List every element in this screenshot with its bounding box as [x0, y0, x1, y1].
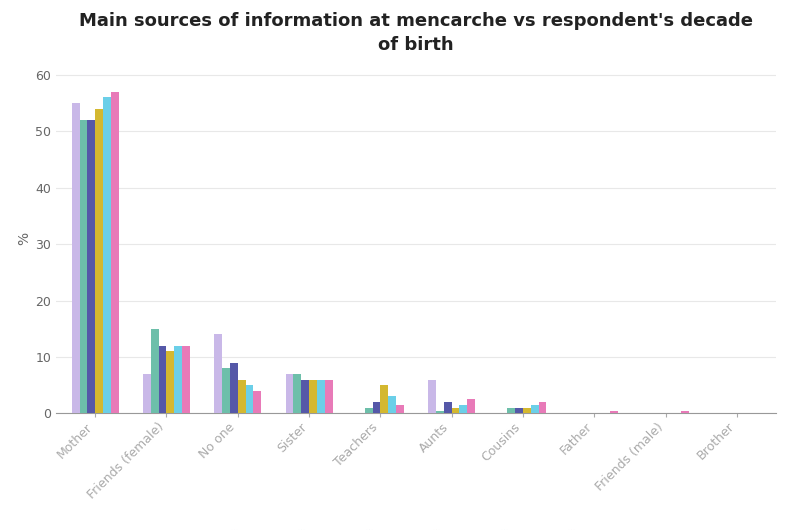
Bar [452, 408, 459, 413]
Bar [530, 405, 538, 413]
Bar [459, 405, 467, 413]
Bar [396, 405, 404, 413]
Bar [238, 379, 246, 413]
Bar [230, 363, 238, 413]
Legend: 50s, 60s, 70s, 80s, 90s, 00s: 50s, 60s, 70s, 80s, 90s, 00s [216, 525, 616, 530]
Bar [151, 329, 158, 413]
Bar [174, 346, 182, 413]
Bar [317, 379, 325, 413]
Bar [380, 385, 388, 413]
Bar [507, 408, 515, 413]
Bar [538, 402, 546, 413]
Bar [302, 379, 309, 413]
Bar [515, 408, 523, 413]
Bar [95, 109, 103, 413]
Bar [87, 120, 95, 413]
Bar [428, 379, 436, 413]
Bar [365, 408, 373, 413]
Bar [103, 98, 111, 413]
Bar [111, 92, 118, 413]
Bar [309, 379, 317, 413]
Bar [182, 346, 190, 413]
Bar [214, 334, 222, 413]
Bar [79, 120, 87, 413]
Bar [610, 411, 618, 413]
Bar [523, 408, 530, 413]
Bar [72, 103, 79, 413]
Bar [325, 379, 333, 413]
Bar [246, 385, 254, 413]
Y-axis label: %: % [17, 232, 31, 245]
Bar [158, 346, 166, 413]
Bar [681, 411, 689, 413]
Bar [222, 368, 230, 413]
Bar [286, 374, 294, 413]
Bar [373, 402, 380, 413]
Bar [467, 399, 475, 413]
Title: Main sources of information at mencarche vs respondent's decade
of birth: Main sources of information at mencarche… [79, 12, 753, 54]
Bar [294, 374, 302, 413]
Bar [254, 391, 262, 413]
Bar [444, 402, 452, 413]
Bar [166, 351, 174, 413]
Bar [436, 411, 444, 413]
Bar [388, 396, 396, 413]
Bar [143, 374, 151, 413]
